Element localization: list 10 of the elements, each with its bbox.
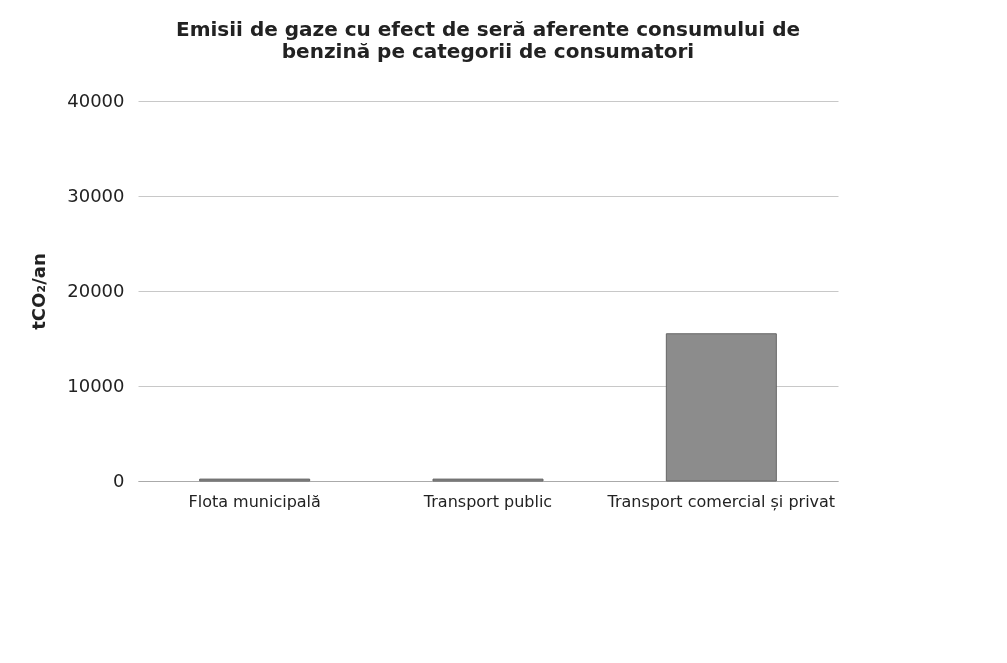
- y-tick-label: 0: [113, 469, 125, 491]
- x-tick-label: Transport public: [422, 491, 553, 511]
- y-axis-title: tCO₂/an: [28, 253, 50, 330]
- x-tick-label: Flota municipală: [188, 491, 321, 511]
- y-tick-label: 20000: [67, 279, 125, 301]
- y-tick-label: 40000: [67, 89, 125, 111]
- x-tick-label: Transport comercial și privat: [606, 491, 836, 511]
- y-tick-label: 30000: [67, 184, 125, 206]
- y-tick-label: 10000: [67, 374, 125, 396]
- chart-title: Emisii de gaze cu efect de seră aferente consumului de benzină pe categorii de consumatori: [175, 17, 801, 63]
